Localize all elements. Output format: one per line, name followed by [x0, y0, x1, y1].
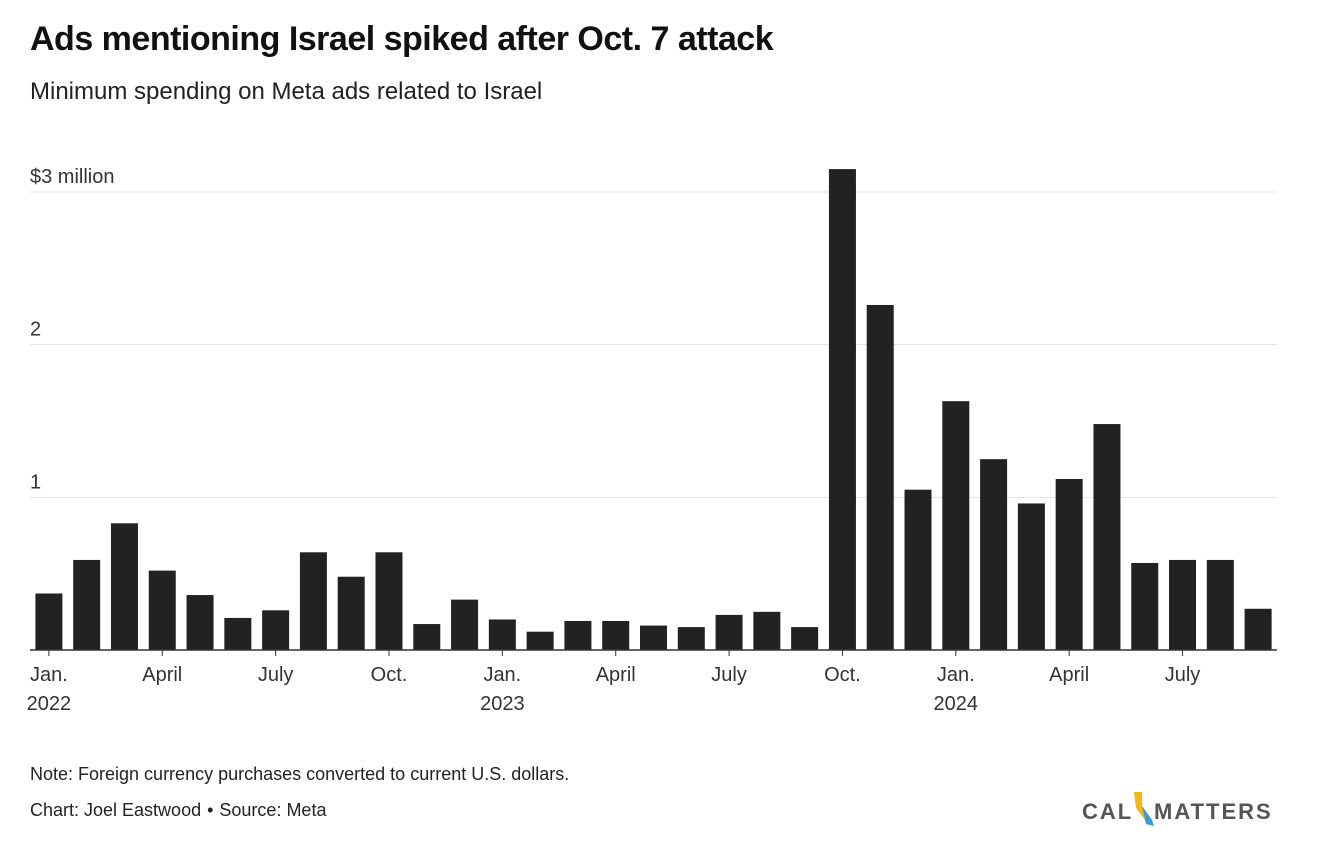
bar-2024-07 [1169, 559, 1197, 650]
y-tick-label: 1 [30, 471, 41, 493]
axes: Jan. 2022 April July Oct. Jan. 2023 April July Oc… [27, 649, 1277, 715]
x-tick-year-label: 2023 [480, 693, 525, 715]
bars [35, 169, 1272, 650]
bar-2024-02 [980, 459, 1008, 650]
bar-2024-04 [1055, 479, 1083, 650]
x-tick-year-label: 2024 [934, 693, 979, 715]
bar-2023-07 [715, 614, 743, 650]
chart-credit: Chart: Joel Eastwood [30, 800, 202, 820]
california-logo-icon [1134, 792, 1154, 826]
y-tick-label: $3 million [30, 166, 114, 188]
bar-2022-10 [375, 552, 403, 650]
bar-2024-03 [1017, 503, 1045, 650]
x-tick-label: April [1049, 664, 1089, 686]
bar-2022-09 [337, 576, 365, 650]
bar-2024-09 [1244, 608, 1272, 650]
x-tick-label: April [142, 664, 182, 686]
bar-2022-06 [224, 617, 252, 650]
chart-subtitle: Minimum spending on Meta ads related to … [30, 78, 543, 105]
bar-chart: 1 2 $3 million Jan. 2022 April July Oct. Jan. 20… [27, 166, 1277, 715]
x-tick-label: Oct. [824, 664, 861, 686]
bar-2023-10 [828, 169, 856, 650]
x-tick-label: Oct. [371, 664, 408, 686]
bar-2024-05 [1093, 424, 1121, 650]
bar-2022-07 [262, 610, 290, 650]
calmatters-logo: CAL MATTERS [1082, 790, 1282, 830]
bar-2022-04 [148, 570, 176, 650]
credit-line: Chart: Joel Eastwood • Source: Meta [30, 800, 326, 821]
footnote: Note: Foreign currency purchases convert… [30, 764, 570, 784]
bar-2022-05 [186, 595, 214, 650]
bar-2024-08 [1206, 559, 1234, 650]
bar-2022-01 [35, 593, 63, 650]
credit-separator: • [207, 800, 214, 820]
bar-2023-09 [791, 627, 819, 650]
bar-2022-02 [73, 559, 101, 650]
bar-2023-03 [564, 620, 592, 650]
bar-2022-11 [413, 624, 441, 650]
bar-2023-06 [677, 627, 705, 650]
x-tick-year-label: 2022 [27, 693, 72, 715]
x-tick-label: Jan. [483, 664, 521, 686]
bar-2022-08 [299, 552, 327, 650]
x-tick-label: Jan. [30, 664, 68, 686]
x-tick-label: July [711, 664, 747, 686]
bar-2023-05 [640, 625, 667, 650]
x-tick-label: April [596, 664, 636, 686]
chart-title: Ads mentioning Israel spiked after Oct. … [30, 20, 774, 58]
logo-text-matters: MATTERS [1154, 799, 1273, 824]
y-tick-label: 2 [30, 319, 41, 341]
bar-2023-02 [526, 631, 554, 650]
bar-2022-12 [451, 599, 479, 650]
source-credit: Source: Meta [219, 800, 327, 820]
bar-2023-01 [488, 619, 516, 650]
x-tick-label: July [258, 664, 294, 686]
logo-text-cal: CAL [1082, 799, 1134, 824]
bar-2024-06 [1131, 562, 1159, 650]
bar-2023-04 [602, 620, 630, 650]
x-tick-label: July [1165, 664, 1201, 686]
gridlines: 1 2 $3 million [30, 166, 1277, 498]
x-tick-label: Jan. [937, 664, 975, 686]
bar-2024-01 [942, 401, 970, 650]
bar-2023-12 [904, 489, 932, 650]
bar-2023-08 [753, 611, 781, 650]
bar-2022-03 [110, 523, 138, 650]
bar-2023-11 [866, 304, 894, 650]
